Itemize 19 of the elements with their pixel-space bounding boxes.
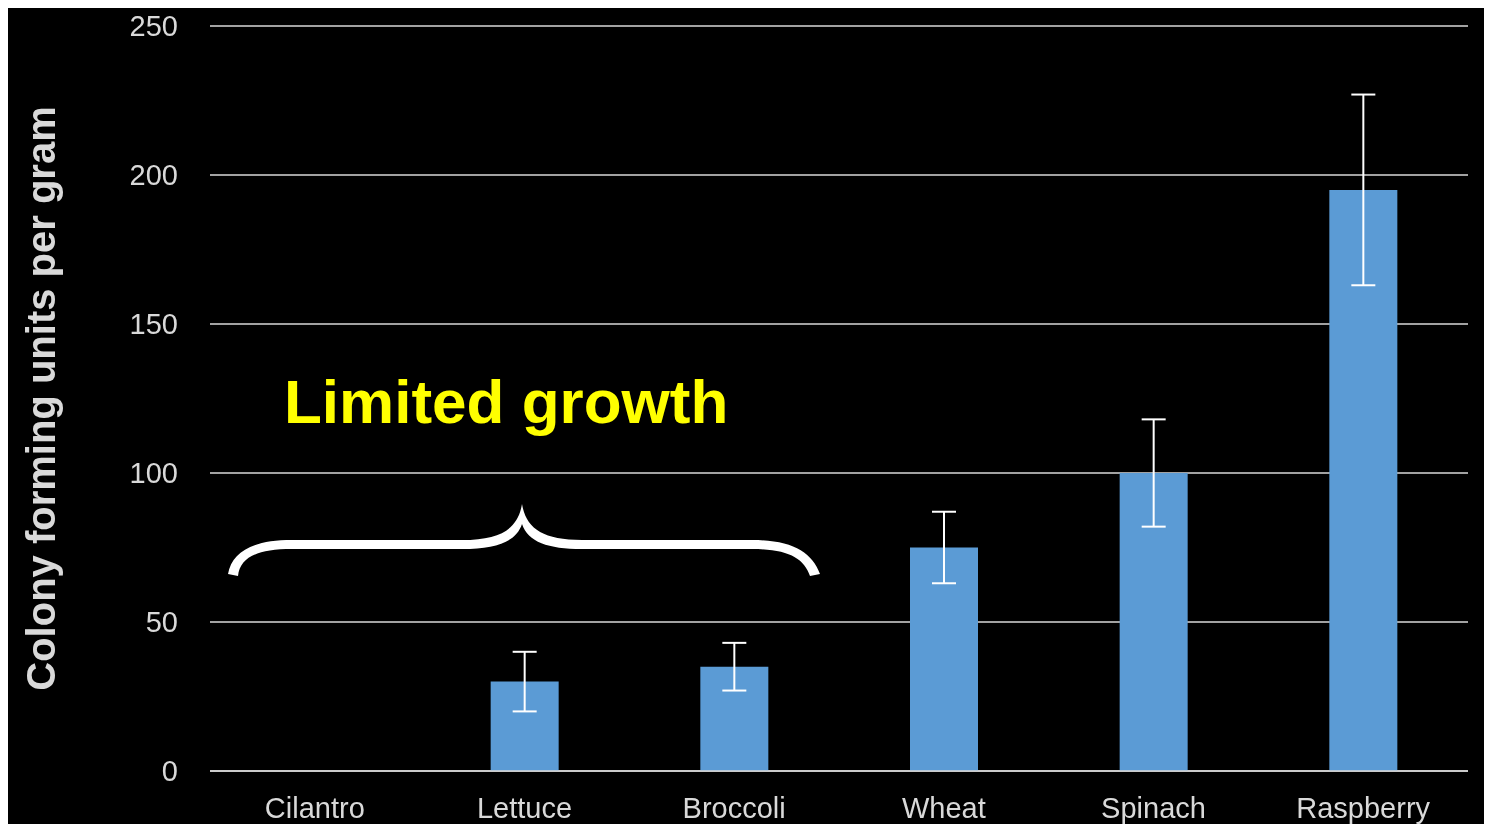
y-tick-label: 50 bbox=[145, 606, 178, 639]
x-tick-label: Broccoli bbox=[682, 791, 786, 824]
y-tick-label: 200 bbox=[129, 159, 178, 192]
bar bbox=[490, 681, 559, 771]
bar bbox=[700, 666, 769, 771]
bar bbox=[1329, 189, 1398, 771]
bar bbox=[1119, 473, 1188, 771]
bar bbox=[910, 547, 978, 771]
x-tick-label: Spinach bbox=[1101, 791, 1206, 824]
x-tick-label: Lettuce bbox=[476, 791, 573, 824]
x-tick-label: Raspberry bbox=[1296, 791, 1431, 824]
x-tick-label: Cilantro bbox=[264, 791, 365, 824]
annotation: Limited growth bbox=[284, 366, 729, 437]
y-tick-label: 0 bbox=[161, 755, 178, 788]
x-tick-label: Wheat bbox=[901, 791, 986, 824]
y-axis-title: Colony forming units per gram bbox=[19, 106, 64, 691]
y-tick-label: 100 bbox=[129, 457, 178, 490]
y-tick-label: 150 bbox=[129, 308, 178, 341]
y-tick-label: 250 bbox=[129, 10, 178, 43]
